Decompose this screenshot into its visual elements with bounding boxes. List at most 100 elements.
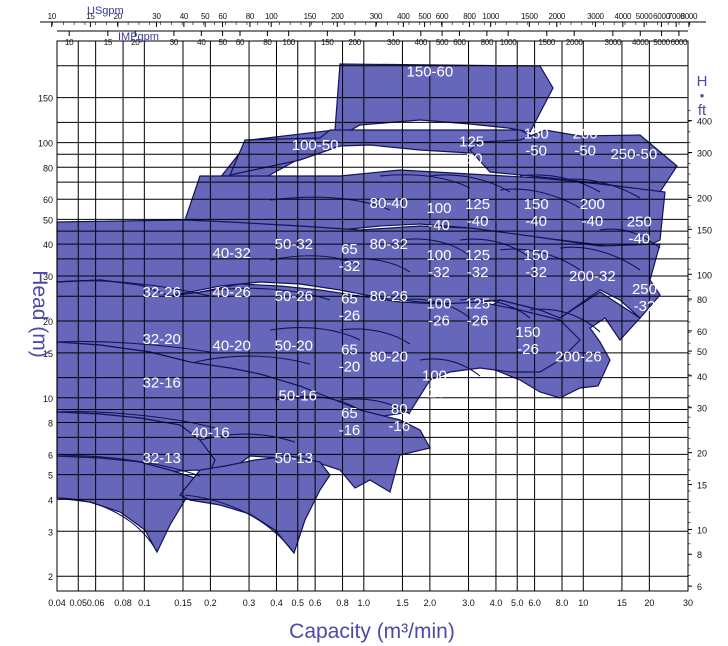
ft-tick-label: 60: [697, 327, 707, 337]
x-tick-label: 1.0: [358, 598, 371, 608]
region-label-150-40: 150 -40: [524, 196, 549, 230]
usgpm-tick-label: 200: [331, 12, 344, 21]
impgpm-tick-label: 200: [349, 38, 362, 47]
right-axis-label-h: H: [697, 73, 708, 90]
y-tick-label: 150: [38, 94, 53, 104]
usgpm-tick-label: 6000: [653, 12, 670, 21]
x-tick-label: 3.0: [462, 598, 475, 608]
usgpm-tick-label: 10: [48, 12, 57, 21]
x-tick-label: 20: [644, 598, 654, 608]
usgpm-tick-label: 150: [304, 12, 317, 21]
y-axis-title: Head (m): [28, 270, 51, 358]
region-label-line: -26: [517, 341, 539, 358]
ft-tick-label: 10: [697, 525, 707, 535]
usgpm-tick-label: 1000: [482, 12, 499, 21]
usgpm-tick-label: 50: [201, 12, 210, 21]
impgpm-label: IMPgpm: [118, 31, 159, 43]
y-tick-label: 15: [43, 349, 53, 359]
y-tick-label: 50: [43, 215, 53, 225]
usgpm-tick-label: 7000: [668, 12, 685, 21]
y-tick-label: 6: [48, 450, 53, 460]
ft-axis-ticks: 6 8 10 15 20 30 40 50 60 80 100 150 200 300 400: [688, 110, 712, 592]
region-label-line: 125: [465, 196, 490, 213]
ft-tick-label: 200: [697, 193, 712, 203]
right-axis-label-ft: ft: [698, 102, 707, 119]
region-label-150-60: 150-60: [407, 63, 454, 80]
region-label-40-26: 40-26: [212, 284, 250, 301]
region-label-line: 100: [422, 367, 447, 384]
x-tick-label: 0.2: [204, 598, 217, 608]
y-tick-label: 80: [43, 163, 53, 173]
y-tick-label: 100: [38, 139, 53, 149]
usgpm-tick-label: 2000: [548, 12, 565, 21]
x-axis-title: Capacity (m³/min): [289, 620, 455, 643]
usgpm-tick-label: 80: [246, 12, 255, 21]
usgpm-tick-label: 1500: [521, 12, 538, 21]
usgpm-tick-label: 100: [265, 12, 278, 21]
region-label-line: 250: [632, 281, 657, 298]
region-label-line: -26: [467, 312, 489, 329]
region-label-65-32: 65 -32: [339, 241, 361, 275]
plot-frame: [56, 40, 689, 592]
region-label-line: 200: [580, 196, 605, 213]
impgpm-tick-label: 100: [282, 38, 295, 47]
ft-tick-label: 15: [697, 481, 707, 491]
x-tick-label: 0.5: [291, 598, 304, 608]
region-label-80-20: 80-20: [370, 349, 408, 366]
y-tick-label: 40: [43, 240, 53, 250]
usgpm-tick-label: 600: [436, 12, 449, 21]
region-label-80-26: 80-26: [370, 288, 408, 305]
region-label-line: -50: [525, 142, 547, 159]
region-label-line: -32: [428, 264, 450, 281]
impgpm-tick-label: 500: [436, 38, 449, 47]
region-label-32-16: 32-16: [143, 374, 181, 391]
x-tick-label: 0.8: [336, 598, 349, 608]
region-150-60: [184, 63, 554, 223]
y-tick-label: 30: [43, 272, 53, 282]
usgpm-tick-label: 400: [397, 12, 410, 21]
x-tick-label: 0.15: [174, 598, 192, 608]
region-label-200-50: 200 -50: [573, 125, 598, 159]
y-tick-label: 4: [48, 495, 53, 505]
ft-tick-label: 6: [697, 582, 702, 592]
region-label-line: -40: [428, 217, 450, 234]
usgpm-tick-label: 500: [418, 12, 431, 21]
x-tick-label: 0.1: [138, 598, 151, 608]
y-tick-label: 2: [48, 572, 53, 582]
region-label-line: 150: [524, 196, 549, 213]
ft-tick-label: 100: [697, 270, 712, 280]
region-label-125-40: 125 -40: [465, 196, 490, 230]
usgpm-tick-label: 30: [152, 12, 161, 21]
region-label-line: 125: [465, 247, 490, 264]
usgpm-axis-ticks: 10 15 20 30 40 50 60 80 100 150 200 300 400 500 600 800…: [40, 12, 706, 27]
x-tick-label: 0.04: [48, 598, 66, 608]
region-label-50-20: 50-20: [275, 338, 313, 355]
ft-tick-label: 300: [697, 148, 712, 158]
impgpm-tick-label: 4000: [632, 38, 649, 47]
region-label-65-26: 65 -26: [339, 290, 361, 324]
impgpm-tick-label: 80: [263, 38, 272, 47]
x-tick-label: 0.05: [70, 598, 88, 608]
region-label-100-26: 100 -26: [426, 295, 451, 329]
region-label-line: -20: [424, 384, 446, 401]
y-tick-label: 3: [48, 527, 53, 537]
region-label-100-40: 100 -40: [426, 200, 451, 234]
region-label-line: -50: [461, 150, 483, 167]
region-label-line: 150: [516, 324, 541, 341]
x-tick-label: 15: [617, 598, 627, 608]
region-label-line: -32: [467, 264, 489, 281]
usgpm-tick-label: 15: [86, 12, 95, 21]
region-label-line: 150: [524, 247, 549, 264]
impgpm-tick-label: 2000: [566, 38, 583, 47]
region-label-80-32: 80-32: [370, 236, 408, 253]
region-label-80-40: 80-40: [370, 195, 408, 212]
region-label-line: 100: [426, 247, 451, 264]
usgpm-tick-label: 60: [218, 12, 227, 21]
region-label-150-26: 150 -26: [516, 324, 541, 358]
region-label-32-13: 32-13: [143, 450, 181, 467]
region-label-line: 200: [573, 125, 598, 142]
region-label-40-32: 40-32: [212, 245, 250, 262]
x-tick-label: 6.0: [528, 598, 541, 608]
region-label-150-50: 150 -50: [524, 125, 549, 159]
